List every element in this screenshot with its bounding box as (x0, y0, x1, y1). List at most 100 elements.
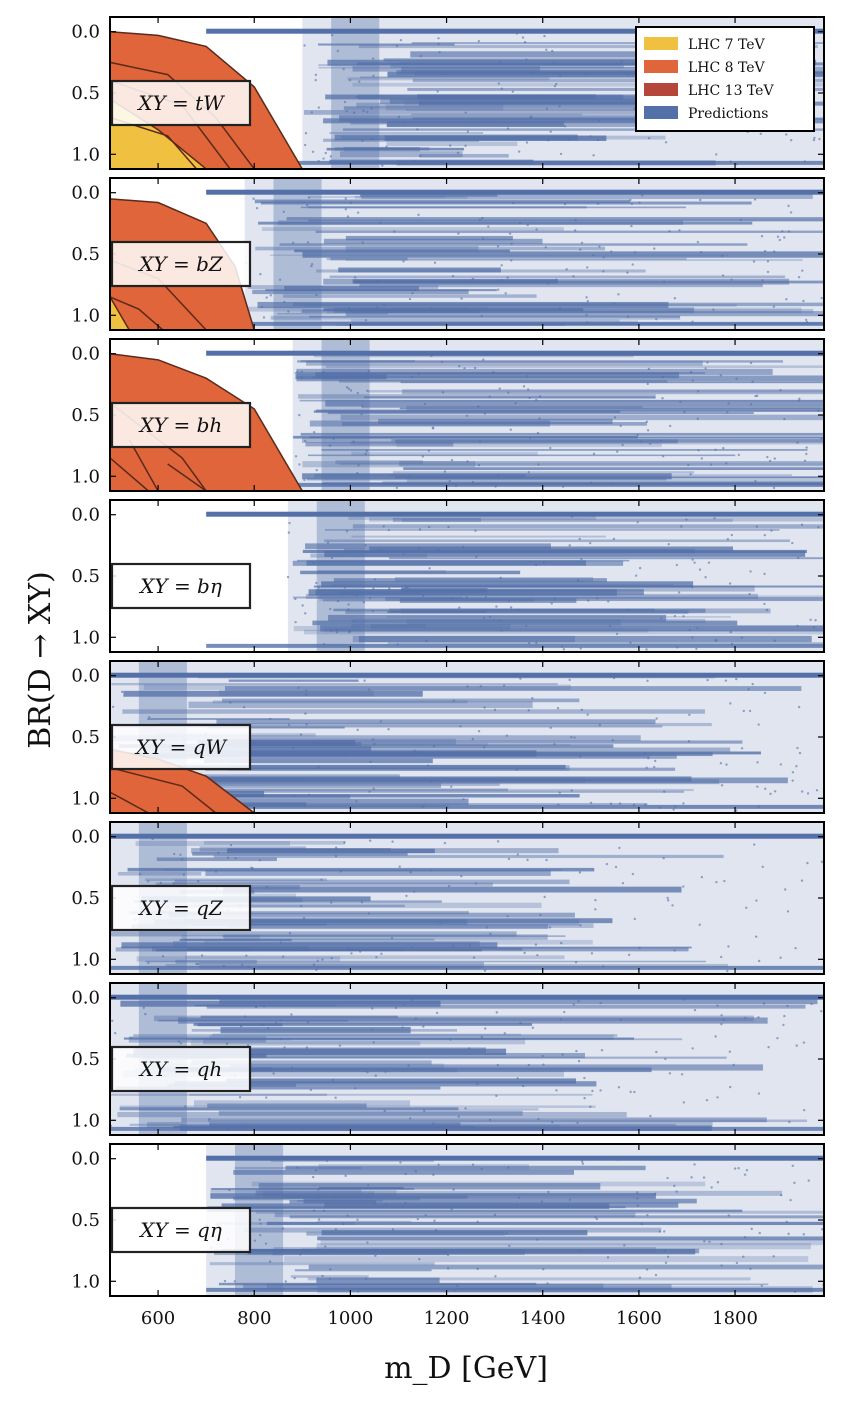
prediction-point (474, 882, 478, 885)
prediction-band (326, 307, 802, 314)
prediction-point (683, 410, 686, 414)
prediction-point (405, 894, 408, 898)
prediction-point (763, 572, 766, 576)
prediction-band (325, 365, 824, 368)
prediction-point (385, 1203, 388, 1206)
prediction-band (117, 1111, 627, 1118)
prediction-point (468, 944, 472, 947)
prediction-point (739, 218, 743, 222)
prediction-point (632, 803, 636, 806)
prediction-point (793, 1290, 797, 1293)
panel-label-box: XY = qh (110, 1045, 252, 1093)
prediction-point (312, 1175, 315, 1179)
prediction-point (751, 682, 754, 686)
prediction-band (115, 725, 663, 728)
prediction-point (457, 232, 460, 235)
prediction-point (647, 367, 651, 371)
prediction-band (173, 904, 405, 908)
predictions-series (206, 500, 824, 652)
prediction-band (321, 581, 694, 588)
prediction-point (142, 1006, 145, 1009)
prediction-point (727, 402, 730, 405)
prediction-point (765, 608, 769, 612)
prediction-point (760, 1284, 764, 1287)
prediction-point (507, 599, 511, 603)
prediction-band (316, 1220, 412, 1223)
prediction-point (245, 1124, 248, 1128)
prediction-band (218, 690, 374, 697)
y-tick-label: 0.0 (71, 1149, 100, 1170)
prediction-point (631, 872, 635, 876)
prediction-point (379, 221, 382, 225)
prediction-point (362, 109, 365, 113)
prediction-point (430, 869, 433, 872)
predictions-series (205, 1144, 824, 1296)
prediction-band (129, 911, 469, 915)
prediction-band (350, 121, 793, 125)
prediction-point (693, 561, 696, 564)
prediction-point (322, 371, 325, 374)
prediction-point (217, 851, 220, 855)
prediction-point (253, 1239, 257, 1242)
prediction-band (119, 783, 442, 789)
prediction-point (680, 525, 683, 528)
prediction-point (370, 137, 374, 140)
prediction-point (423, 402, 427, 406)
prediction-band (174, 1081, 597, 1087)
prediction-band (256, 1190, 397, 1197)
prediction-point (300, 376, 304, 379)
prediction-point (773, 639, 777, 642)
prediction-point (812, 138, 816, 142)
prediction-point (730, 533, 733, 537)
prediction-band (328, 614, 667, 622)
prediction-point (456, 151, 460, 154)
prediction-point (385, 145, 388, 148)
prediction-point (521, 36, 525, 39)
prediction-point (471, 353, 474, 356)
prediction-point (537, 463, 540, 466)
prediction-point (813, 136, 816, 140)
prediction-band (181, 934, 261, 941)
prediction-band (329, 275, 786, 279)
prediction-point (317, 159, 320, 163)
prediction-point (571, 515, 574, 518)
prediction-point (383, 31, 386, 34)
prediction-band (119, 1105, 596, 1108)
prediction-point (314, 1169, 318, 1172)
predictions-edge-bottom (110, 965, 824, 970)
prediction-point (749, 1267, 752, 1271)
prediction-point (702, 1176, 706, 1179)
prediction-point (498, 60, 502, 63)
prediction-band (193, 923, 327, 926)
prediction-band (301, 309, 480, 313)
prediction-point (413, 289, 416, 292)
prediction-band (308, 196, 446, 198)
prediction-point (242, 706, 246, 709)
prediction-point (645, 648, 648, 651)
prediction-point (330, 956, 333, 960)
prediction-point (525, 624, 528, 628)
prediction-band (383, 58, 690, 62)
prediction-point (655, 717, 658, 720)
prediction-point (704, 367, 707, 370)
prediction-point (311, 150, 315, 153)
prediction-point (312, 963, 316, 966)
prediction-point (750, 1227, 753, 1231)
prediction-point (594, 908, 597, 911)
prediction-point (818, 137, 821, 141)
prediction-point (710, 1186, 713, 1189)
prediction-point (414, 1170, 418, 1173)
prediction-band (155, 882, 493, 887)
prediction-point (404, 1172, 407, 1176)
prediction-point (351, 620, 354, 623)
prediction-point (791, 541, 794, 545)
prediction-band (223, 886, 682, 893)
prediction-band (266, 1221, 824, 1226)
prediction-point (726, 411, 729, 414)
prediction-point (420, 750, 423, 754)
prediction-point (293, 1276, 296, 1280)
prediction-band (179, 938, 292, 942)
prediction-point (483, 746, 486, 749)
prediction-point (666, 899, 670, 902)
prediction-band (412, 117, 824, 120)
